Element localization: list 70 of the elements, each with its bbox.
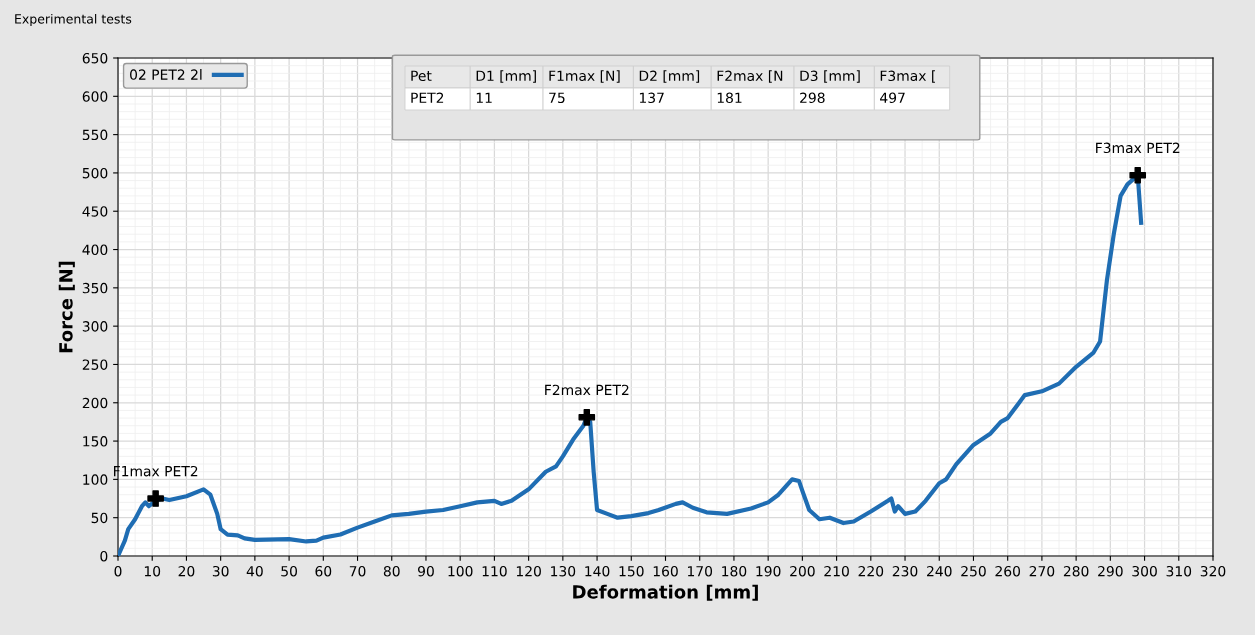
- x-tick-label: 270: [1029, 565, 1055, 577]
- x-tick-label: 120: [516, 565, 541, 577]
- chart-title: Experimental tests: [15, 13, 132, 27]
- legend-label: 02 PET2 2l: [130, 69, 202, 80]
- x-axis-title: Deformation [mm]: [573, 584, 758, 601]
- x-tick-label: 190: [756, 565, 781, 577]
- annotation: F2max [N: [717, 70, 783, 83]
- annotation: F3max [: [880, 70, 935, 83]
- x-tick-label: 20: [178, 565, 195, 577]
- annotation: D2 [mm]: [639, 70, 700, 83]
- y-tick-label: 650: [82, 52, 108, 64]
- annotation: 137: [639, 92, 664, 104]
- annotation: 11: [476, 92, 492, 103]
- x-tick-label: 100: [448, 565, 473, 577]
- x-tick-label: 210: [824, 565, 849, 577]
- x-tick-label: 240: [927, 565, 952, 577]
- x-tick-label: 250: [961, 565, 986, 577]
- y-tick-label: 50: [91, 512, 108, 524]
- annotation: 298: [800, 92, 825, 104]
- point: [1129, 166, 1147, 184]
- x-tick-label: 180: [722, 565, 747, 577]
- annotation: D3 [mm]: [800, 70, 860, 83]
- annotation: F2max PET2: [545, 384, 629, 396]
- x-tick-label: 90: [418, 565, 434, 577]
- annotation: D1 [mm]: [476, 70, 536, 83]
- x-tick-label: 70: [349, 565, 366, 577]
- x-tick-label: 50: [281, 565, 298, 577]
- x-tick-label: 280: [1063, 565, 1089, 577]
- y-tick-label: 400: [82, 244, 108, 256]
- x-tick-label: 160: [653, 565, 678, 577]
- point: [147, 490, 164, 507]
- y-tick-label: 600: [82, 91, 108, 102]
- x-tick-label: 40: [246, 565, 263, 577]
- y-tick-label: 500: [82, 167, 108, 179]
- y-tick-label: 0: [100, 550, 108, 562]
- x-tick-label: 220: [858, 565, 884, 577]
- y-tick-label: 100: [83, 474, 108, 485]
- x-tick-label: 110: [482, 565, 507, 577]
- x-tick-label: 300: [1132, 565, 1157, 577]
- y-tick-label: 550: [82, 129, 108, 141]
- y-tick-label: 200: [82, 397, 108, 409]
- x-tick-label: 170: [687, 565, 713, 577]
- annotation: 181: [717, 92, 742, 104]
- x-tick-label: 0: [114, 565, 122, 577]
- x-tick-label: 150: [619, 565, 644, 577]
- x-tick-label: 260: [995, 565, 1021, 577]
- annotation: PET2: [411, 92, 444, 103]
- x-tick-label: 130: [551, 565, 576, 577]
- y-tick-label: 450: [82, 206, 108, 217]
- x-tick-label: 230: [892, 565, 918, 577]
- point: [578, 409, 596, 426]
- annotation: F1max [N]: [549, 70, 620, 83]
- x-tick-label: 80: [383, 565, 400, 577]
- annotation: Pet: [411, 70, 432, 82]
- y-tick-label: 250: [82, 359, 108, 370]
- annotation: 75: [549, 92, 565, 104]
- x-tick-label: 320: [1200, 565, 1226, 577]
- annotation: 497: [880, 92, 905, 104]
- y-tick-label: 300: [82, 321, 108, 332]
- x-tick-label: 30: [212, 565, 229, 577]
- x-tick-label: 10: [144, 565, 161, 577]
- x-tick-label: 60: [315, 565, 332, 577]
- y-axis-title: Force [N]: [58, 261, 75, 353]
- x-tick-label: 200: [790, 565, 815, 577]
- x-tick-label: 310: [1166, 565, 1192, 577]
- y-tick-label: 150: [83, 436, 108, 447]
- x-tick-label: 140: [585, 565, 610, 577]
- annotation: F3max PET2: [1096, 142, 1180, 154]
- x-tick-label: 290: [1098, 565, 1123, 577]
- y-tick-label: 350: [82, 282, 108, 294]
